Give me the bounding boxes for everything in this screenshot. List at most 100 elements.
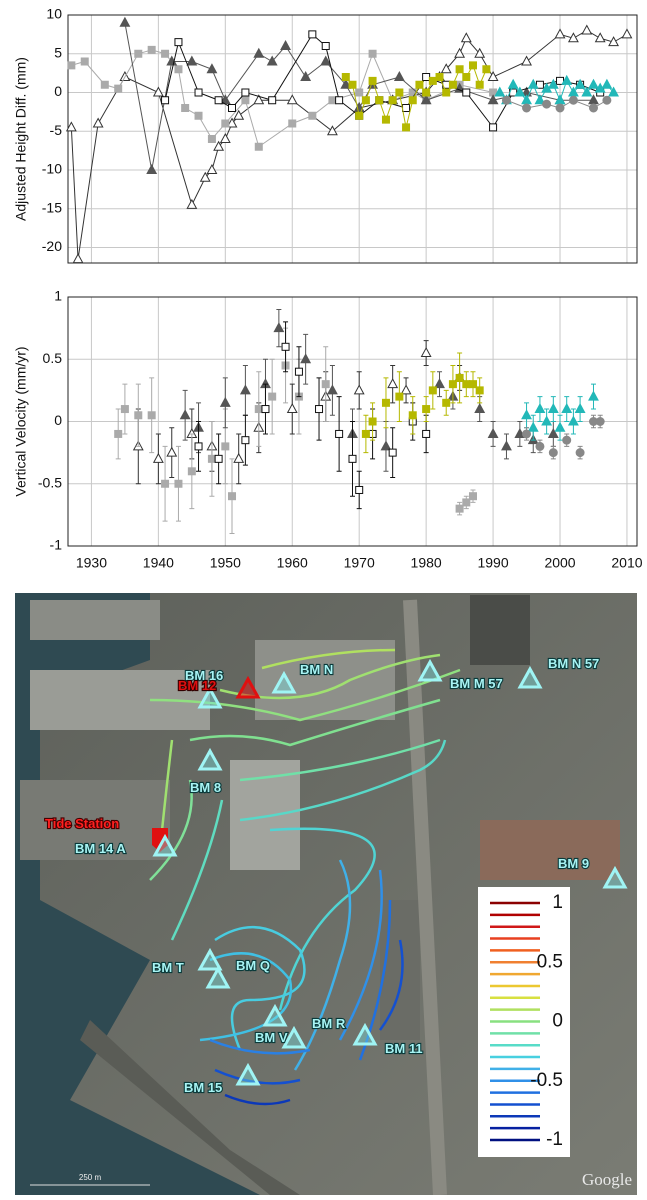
triangle-marker xyxy=(507,78,519,89)
triangle-marker xyxy=(166,446,178,457)
building xyxy=(380,900,420,1040)
square-marker xyxy=(475,386,484,395)
square-marker xyxy=(174,65,183,74)
triangle-marker xyxy=(574,78,586,89)
square-marker xyxy=(221,442,230,451)
triangle-marker xyxy=(186,55,198,66)
triangle-marker xyxy=(527,78,539,89)
square-marker xyxy=(468,61,477,70)
map-label: BM V xyxy=(255,1030,288,1045)
square-marker xyxy=(221,119,230,128)
square-marker xyxy=(428,386,437,395)
square-marker xyxy=(268,96,277,105)
y-tick-label: 0.5 xyxy=(43,350,63,366)
triangle-marker xyxy=(460,32,472,43)
map-label: BM 16 xyxy=(185,668,223,683)
contour xyxy=(214,925,306,1051)
contour xyxy=(338,869,383,1041)
circle-marker xyxy=(562,435,572,445)
circle-marker xyxy=(575,448,585,458)
square-marker xyxy=(241,436,250,445)
benchmark-marker xyxy=(262,1003,288,1027)
square-marker xyxy=(214,454,223,463)
benchmark-marker xyxy=(352,1022,378,1046)
square-marker xyxy=(194,111,203,120)
square-marker xyxy=(134,49,143,58)
triangle-marker xyxy=(594,32,606,43)
square-marker xyxy=(361,96,370,105)
plot-frame xyxy=(67,296,638,547)
contour xyxy=(378,939,404,1031)
square-marker xyxy=(368,76,377,85)
contour xyxy=(189,698,441,747)
y-axis-label: Vertical Velocity (mm/yr) xyxy=(13,346,29,496)
triangle-marker xyxy=(326,384,338,395)
y-tick-label: -5 xyxy=(50,122,63,138)
map-label: BM 8 xyxy=(190,780,221,795)
triangle-marker xyxy=(547,427,559,438)
square-marker xyxy=(381,115,390,124)
triangle-marker xyxy=(601,78,613,89)
triangle-marker xyxy=(494,86,506,97)
triangle-marker xyxy=(213,140,225,151)
triangle-marker xyxy=(206,63,218,74)
triangle-marker xyxy=(219,132,231,143)
square-marker xyxy=(254,142,263,151)
triangle-marker xyxy=(547,78,559,89)
triangle-marker xyxy=(581,86,593,97)
triangle-marker xyxy=(474,402,486,414)
triangle-marker xyxy=(146,163,158,174)
series xyxy=(522,414,605,460)
contour xyxy=(358,899,392,1061)
x-tick-label: 1940 xyxy=(143,555,174,571)
colorbar-tick-label: 1 xyxy=(552,892,563,913)
triangle-marker xyxy=(179,409,191,420)
square-marker xyxy=(408,411,417,420)
benchmark-marker xyxy=(152,833,178,857)
square-marker xyxy=(442,398,451,407)
contour xyxy=(199,952,293,1042)
rail xyxy=(403,599,447,1196)
square-marker xyxy=(355,111,364,120)
square-marker xyxy=(261,405,270,414)
triangle-marker xyxy=(326,125,338,136)
triangle-marker xyxy=(574,402,586,414)
square-marker xyxy=(174,38,183,47)
triangle-marker xyxy=(280,39,291,50)
contour xyxy=(149,779,193,881)
benchmark-marker xyxy=(197,947,223,971)
triangle-marker xyxy=(487,94,499,105)
y-tick-label: -20 xyxy=(42,238,62,254)
x-tick-label: 1980 xyxy=(411,555,442,571)
triangle-marker xyxy=(514,86,526,97)
x-tick-label: 1960 xyxy=(277,555,308,571)
square-marker xyxy=(381,398,390,407)
square-marker xyxy=(462,498,471,507)
map: BM 16 BM N BM 12 BM M 57 BM N 57 BM 8 Tide Sta… xyxy=(15,593,637,1196)
triangle-marker xyxy=(119,16,131,27)
colorbar-tick-label: 0.5 xyxy=(537,951,563,972)
pier xyxy=(30,600,160,640)
map-label: BM Q xyxy=(236,958,270,973)
square-marker xyxy=(341,73,350,81)
benchmark-marker xyxy=(281,1025,307,1049)
square-marker xyxy=(489,123,498,132)
square-marker xyxy=(308,111,317,120)
square-marker xyxy=(187,467,196,476)
series-line xyxy=(164,33,601,129)
triangle-marker xyxy=(554,421,566,432)
square-marker xyxy=(321,42,330,50)
circle-marker xyxy=(595,417,605,426)
benchmark-marker xyxy=(602,865,628,889)
benchmark-marker xyxy=(197,747,223,771)
contour xyxy=(269,827,376,1011)
square-marker xyxy=(114,429,123,438)
square-marker xyxy=(348,454,357,463)
square-marker xyxy=(228,104,237,112)
colorbar: 1 0.5 0 -0.5 -1 xyxy=(490,892,563,1150)
triangle-marker xyxy=(567,415,579,426)
square-marker xyxy=(462,73,471,81)
square-marker xyxy=(422,405,431,414)
triangle-marker xyxy=(387,378,399,389)
